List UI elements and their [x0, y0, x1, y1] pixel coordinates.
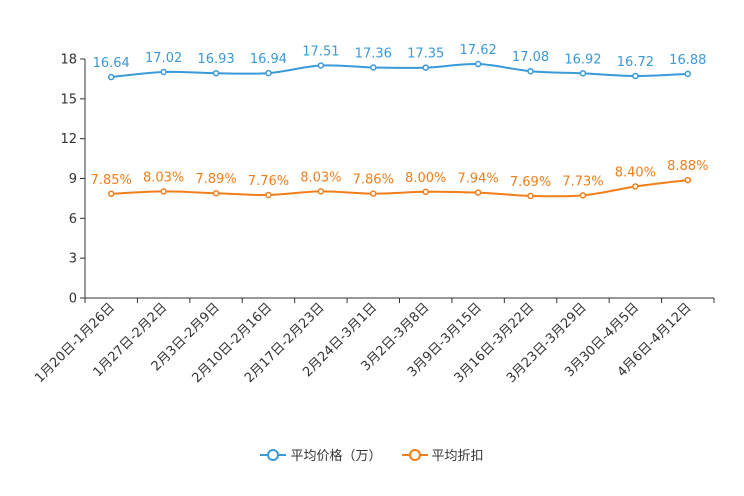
x-axis: 1月20日-1月26日1月27日-2月2日2月3日-2月9日2月10日-2月16… — [32, 297, 715, 386]
data-point — [265, 69, 272, 77]
line-marker-icon — [260, 447, 287, 461]
data-point — [684, 176, 692, 184]
y-tick-label: 9 — [69, 172, 77, 187]
data-point — [317, 188, 325, 195]
data-label: 16.94 — [250, 52, 287, 67]
data-label: 16.88 — [669, 53, 706, 68]
data-point — [474, 189, 482, 196]
series-layer: 16.64 17.02 16.93 16.94 17.51 17.36 17.35 17.62… — [91, 43, 708, 200]
data-label: 17.02 — [145, 51, 182, 66]
y-tick-label: 12 — [60, 132, 77, 147]
data-point — [527, 192, 534, 200]
data-point — [579, 192, 587, 199]
series-price: 16.64 17.02 16.93 16.94 17.51 17.36 17.35 17.62… — [93, 43, 706, 81]
data-label: 8.40% — [615, 165, 656, 180]
data-label: 7.89% — [195, 172, 236, 187]
data-label: 17.08 — [512, 50, 549, 65]
data-point — [370, 64, 377, 71]
series-line — [111, 179, 688, 198]
y-tick-label: 6 — [69, 212, 77, 227]
legend-label-discount: 平均折扣 — [431, 448, 484, 464]
data-label: 8.03% — [300, 170, 341, 185]
data-point — [317, 62, 325, 69]
data-point — [474, 60, 482, 68]
data-point — [527, 67, 534, 75]
data-label: 7.69% — [510, 175, 551, 190]
data-point — [684, 70, 692, 78]
data-label: 8.00% — [405, 171, 446, 186]
data-point — [370, 190, 377, 197]
y-tick-label: 18 — [60, 53, 77, 68]
data-point — [632, 72, 639, 80]
data-point — [160, 188, 167, 195]
y-tick-label: 3 — [69, 252, 77, 267]
data-label: 8.03% — [143, 170, 184, 185]
data-label: 7.73% — [562, 174, 603, 189]
chart: 0 3 6 9 12 15 18 1月20日-1月26日1月27日-2月2日2月3日-2月9… — [32, 43, 715, 386]
legend: 平均价格（万） 平均折扣 — [0, 444, 744, 464]
legend-label-price: 平均价格（万） — [290, 448, 382, 464]
y-tick-label: 15 — [60, 92, 77, 107]
data-label: 8.88% — [667, 159, 708, 174]
data-label: 7.86% — [353, 173, 394, 188]
data-point — [422, 64, 429, 71]
data-label: 17.36 — [355, 46, 392, 61]
data-label: 17.62 — [460, 43, 497, 58]
data-label: 7.85% — [91, 173, 132, 188]
legend-item-price[interactable]: 平均价格（万） — [260, 445, 382, 464]
data-label: 17.35 — [407, 47, 444, 62]
data-label: 16.64 — [93, 56, 130, 71]
data-label: 16.93 — [197, 52, 234, 67]
data-label: 7.94% — [457, 172, 498, 187]
data-point — [107, 190, 115, 198]
data-point — [422, 188, 429, 196]
data-label: 17.51 — [302, 45, 339, 60]
data-label: 7.76% — [248, 174, 289, 189]
legend-item-discount[interactable]: 平均折扣 — [401, 445, 484, 464]
y-tick-label: 0 — [69, 292, 77, 307]
y-axis: 0 3 6 9 12 15 18 — [60, 53, 86, 307]
data-label: 16.72 — [617, 55, 654, 70]
data-point — [579, 70, 587, 77]
data-point — [265, 191, 272, 199]
data-point — [212, 189, 220, 197]
data-point — [212, 69, 220, 77]
series-discount: 7.85% 8.03% 7.89% 7.76% 8.03% 7.86% 8.00% 7.94%… — [91, 159, 708, 200]
data-point — [632, 183, 639, 190]
series-line — [111, 63, 688, 79]
data-point — [107, 73, 115, 81]
line-marker-icon — [401, 447, 428, 461]
data-point — [160, 68, 167, 76]
data-label: 16.92 — [564, 52, 601, 67]
